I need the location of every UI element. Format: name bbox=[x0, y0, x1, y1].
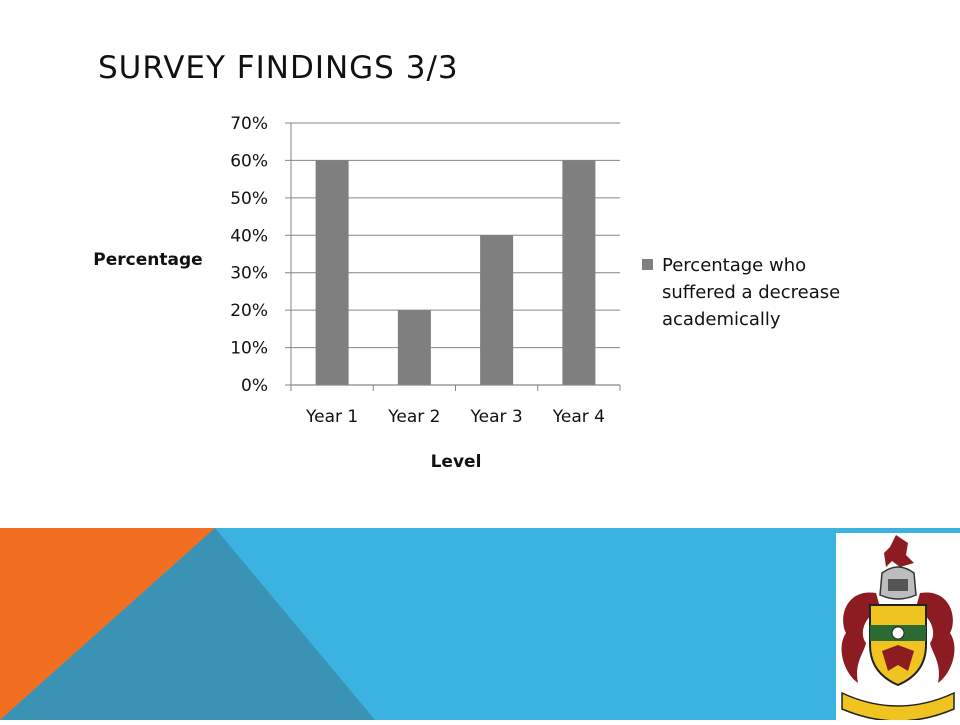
x-tick-label: Year 1 bbox=[305, 407, 358, 427]
y-tick-label: 40% bbox=[230, 226, 268, 246]
x-tick-label: Year 4 bbox=[552, 407, 605, 427]
bars bbox=[315, 160, 596, 385]
y-tick-label: 50% bbox=[230, 189, 268, 209]
bar bbox=[480, 235, 514, 385]
slide-title: SURVEY FINDINGS 3/3 bbox=[98, 50, 459, 86]
bar-chart: 0%10%20%30%40%50%60%70% Year 1 Year 2 Year… bbox=[93, 114, 840, 472]
bar bbox=[315, 160, 349, 385]
y-tick-label: 30% bbox=[230, 264, 268, 284]
x-axis-title: Level bbox=[431, 452, 482, 472]
decorative-footer-band bbox=[0, 528, 960, 720]
dark-blue-triangle bbox=[0, 528, 375, 720]
x-tick-label: Year 2 bbox=[387, 407, 440, 427]
university-crest-icon bbox=[836, 533, 960, 722]
x-tick-labels: Year 1 Year 2 Year 3 Year 4 bbox=[305, 407, 605, 427]
crest-graphic bbox=[841, 535, 955, 722]
y-tick-labels: 0% 10% 20% 30% 40% 50% 60% 70% bbox=[230, 114, 268, 396]
bar bbox=[562, 160, 596, 385]
bar bbox=[397, 310, 431, 385]
x-axis bbox=[290, 123, 621, 391]
legend-line-3: academically bbox=[662, 309, 781, 330]
y-tick-label: 0% bbox=[241, 376, 268, 396]
x-tick-label: Year 3 bbox=[470, 407, 523, 427]
legend-line-2: suffered a decrease bbox=[662, 282, 840, 303]
y-tick-label: 70% bbox=[230, 114, 268, 134]
y-tick-label: 60% bbox=[230, 151, 268, 171]
y-tick-label: 20% bbox=[230, 301, 268, 321]
legend-swatch bbox=[642, 259, 653, 270]
y-tick-label: 10% bbox=[230, 339, 268, 359]
y-axis-title: Percentage bbox=[93, 250, 202, 270]
legend-line-1: Percentage who bbox=[662, 255, 806, 276]
legend: Percentage who suffered a decrease acade… bbox=[642, 255, 840, 330]
